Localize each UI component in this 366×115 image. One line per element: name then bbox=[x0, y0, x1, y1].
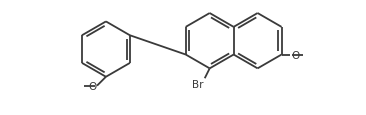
Text: O: O bbox=[88, 81, 97, 91]
Text: Br: Br bbox=[192, 80, 204, 89]
Text: O: O bbox=[291, 50, 299, 60]
